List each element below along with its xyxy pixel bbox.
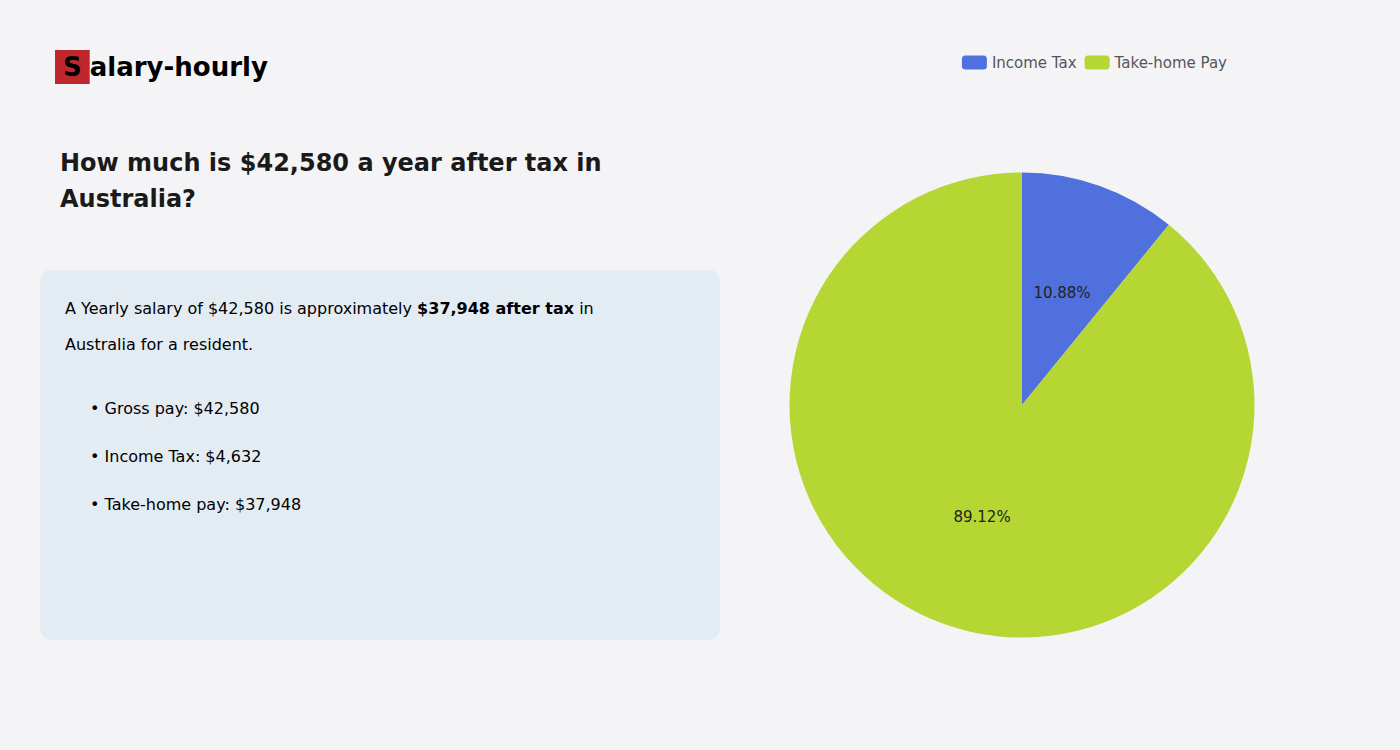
svg-text:Australia for a resident.: Australia for a resident. bbox=[65, 335, 253, 354]
svg-text:10.88%: 10.88% bbox=[1033, 284, 1090, 302]
svg-text:Take-home Pay: Take-home Pay bbox=[1114, 54, 1228, 72]
svg-text:How much is $42,580 a year aft: How much is $42,580 a year after tax in bbox=[60, 149, 602, 177]
svg-text:• Income Tax: $4,632: • Income Tax: $4,632 bbox=[90, 447, 261, 466]
svg-text:• Gross pay: $42,580: • Gross pay: $42,580 bbox=[90, 399, 260, 418]
svg-text:Australia?: Australia? bbox=[60, 185, 196, 213]
svg-text:alary-hourly: alary-hourly bbox=[90, 52, 268, 82]
svg-text:A Yearly salary of $42,580 is: A Yearly salary of $42,580 is approximat… bbox=[65, 299, 417, 318]
svg-text:S: S bbox=[63, 52, 82, 82]
svg-text:89.12%: 89.12% bbox=[953, 508, 1010, 526]
svg-text:in: in bbox=[574, 299, 594, 318]
svg-text:$37,948 after tax: $37,948 after tax bbox=[417, 299, 575, 318]
svg-text:Income Tax: Income Tax bbox=[992, 54, 1077, 72]
svg-text:• Take-home pay: $37,948: • Take-home pay: $37,948 bbox=[90, 495, 301, 514]
